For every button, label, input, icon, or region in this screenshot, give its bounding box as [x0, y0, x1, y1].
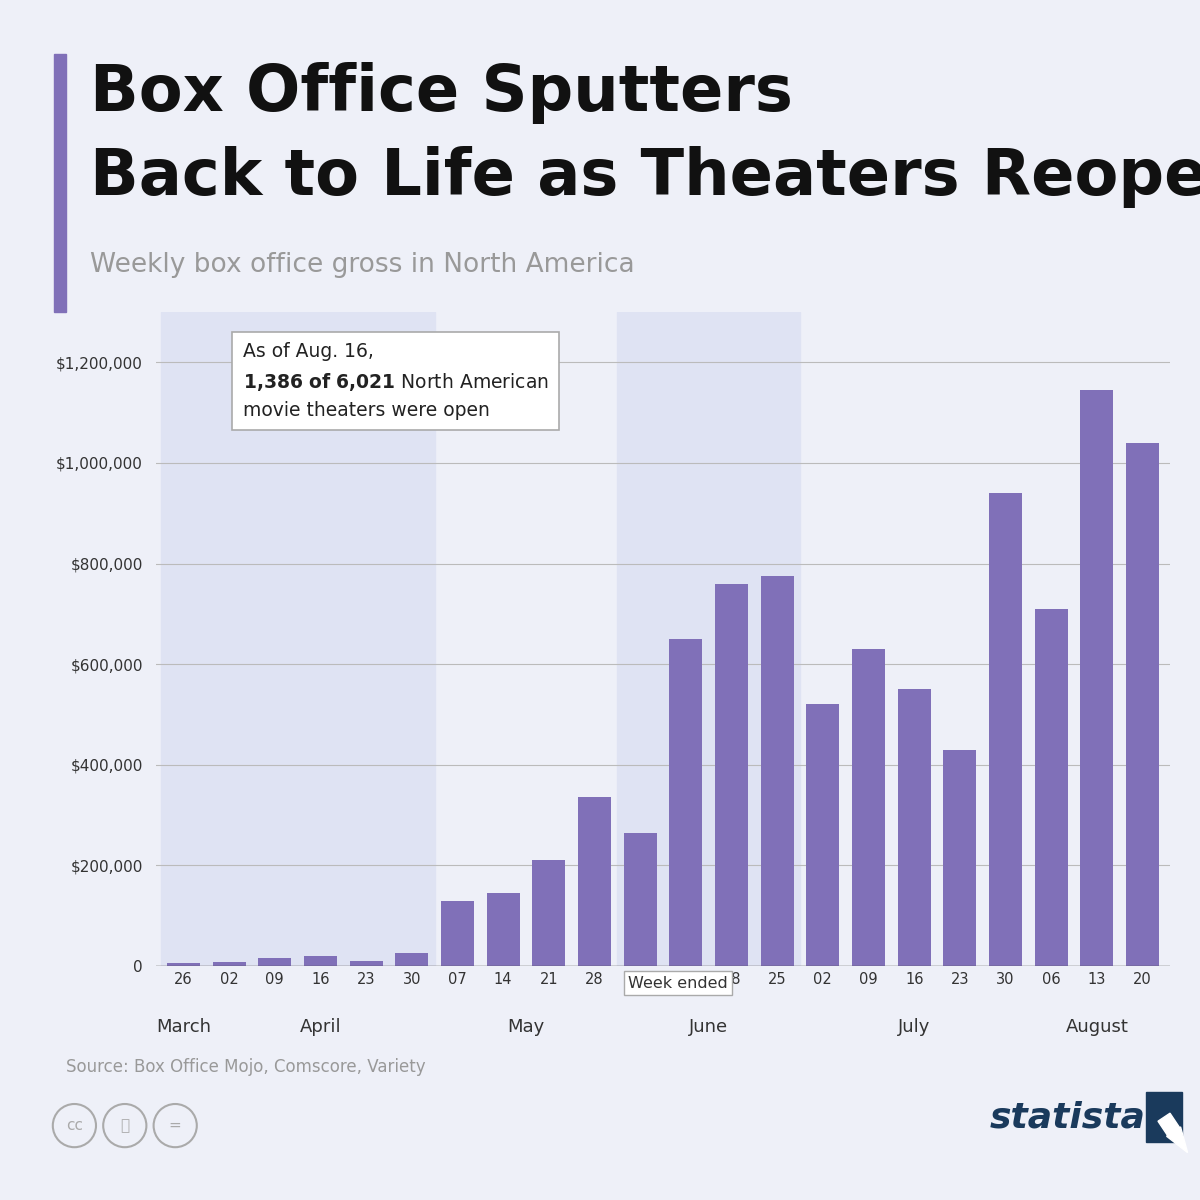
Text: Back to Life as Theaters Reopen: Back to Life as Theaters Reopen	[90, 146, 1200, 209]
Bar	[806, 704, 839, 966]
Text: statista: statista	[990, 1100, 1146, 1134]
Bar	[989, 493, 1022, 966]
Text: March: March	[156, 1018, 211, 1036]
Text: Weekly box office gross in North America: Weekly box office gross in North America	[90, 252, 635, 278]
Text: Week ended: Week ended	[628, 976, 728, 991]
Text: June: June	[689, 1018, 728, 1036]
Text: July: July	[898, 1018, 930, 1036]
Bar	[258, 959, 292, 966]
Bar	[533, 860, 565, 966]
Bar	[161, 312, 434, 966]
Text: April: April	[300, 1018, 341, 1036]
Bar	[212, 962, 246, 966]
Bar	[304, 956, 337, 966]
Bar	[715, 583, 748, 966]
Text: ⓘ: ⓘ	[120, 1118, 130, 1133]
Bar	[1080, 390, 1114, 966]
Bar	[442, 900, 474, 966]
Bar	[670, 638, 702, 966]
Bar	[898, 689, 931, 966]
Bar	[617, 312, 800, 966]
Bar	[487, 893, 520, 966]
Text: Box Office Sputters: Box Office Sputters	[90, 62, 793, 125]
Bar	[578, 798, 611, 966]
Bar	[852, 649, 884, 966]
Bar	[1126, 443, 1159, 966]
Bar	[624, 833, 656, 966]
Bar	[167, 964, 200, 966]
Text: Source: Box Office Mojo, Comscore, Variety: Source: Box Office Mojo, Comscore, Varie…	[66, 1058, 426, 1076]
Bar	[395, 954, 428, 966]
Text: May: May	[508, 1018, 545, 1036]
Bar	[349, 961, 383, 966]
Bar	[943, 750, 977, 966]
Bar	[1034, 608, 1068, 966]
Text: =: =	[169, 1118, 181, 1133]
Bar	[761, 576, 793, 966]
Text: As of Aug. 16,
$\mathbf{1{,}386\ of\ 6{,}021}$ North American
movie theaters wer: As of Aug. 16, $\mathbf{1{,}386\ of\ 6{,…	[242, 342, 548, 420]
Text: August: August	[1066, 1018, 1128, 1036]
Text: cc: cc	[66, 1118, 83, 1133]
